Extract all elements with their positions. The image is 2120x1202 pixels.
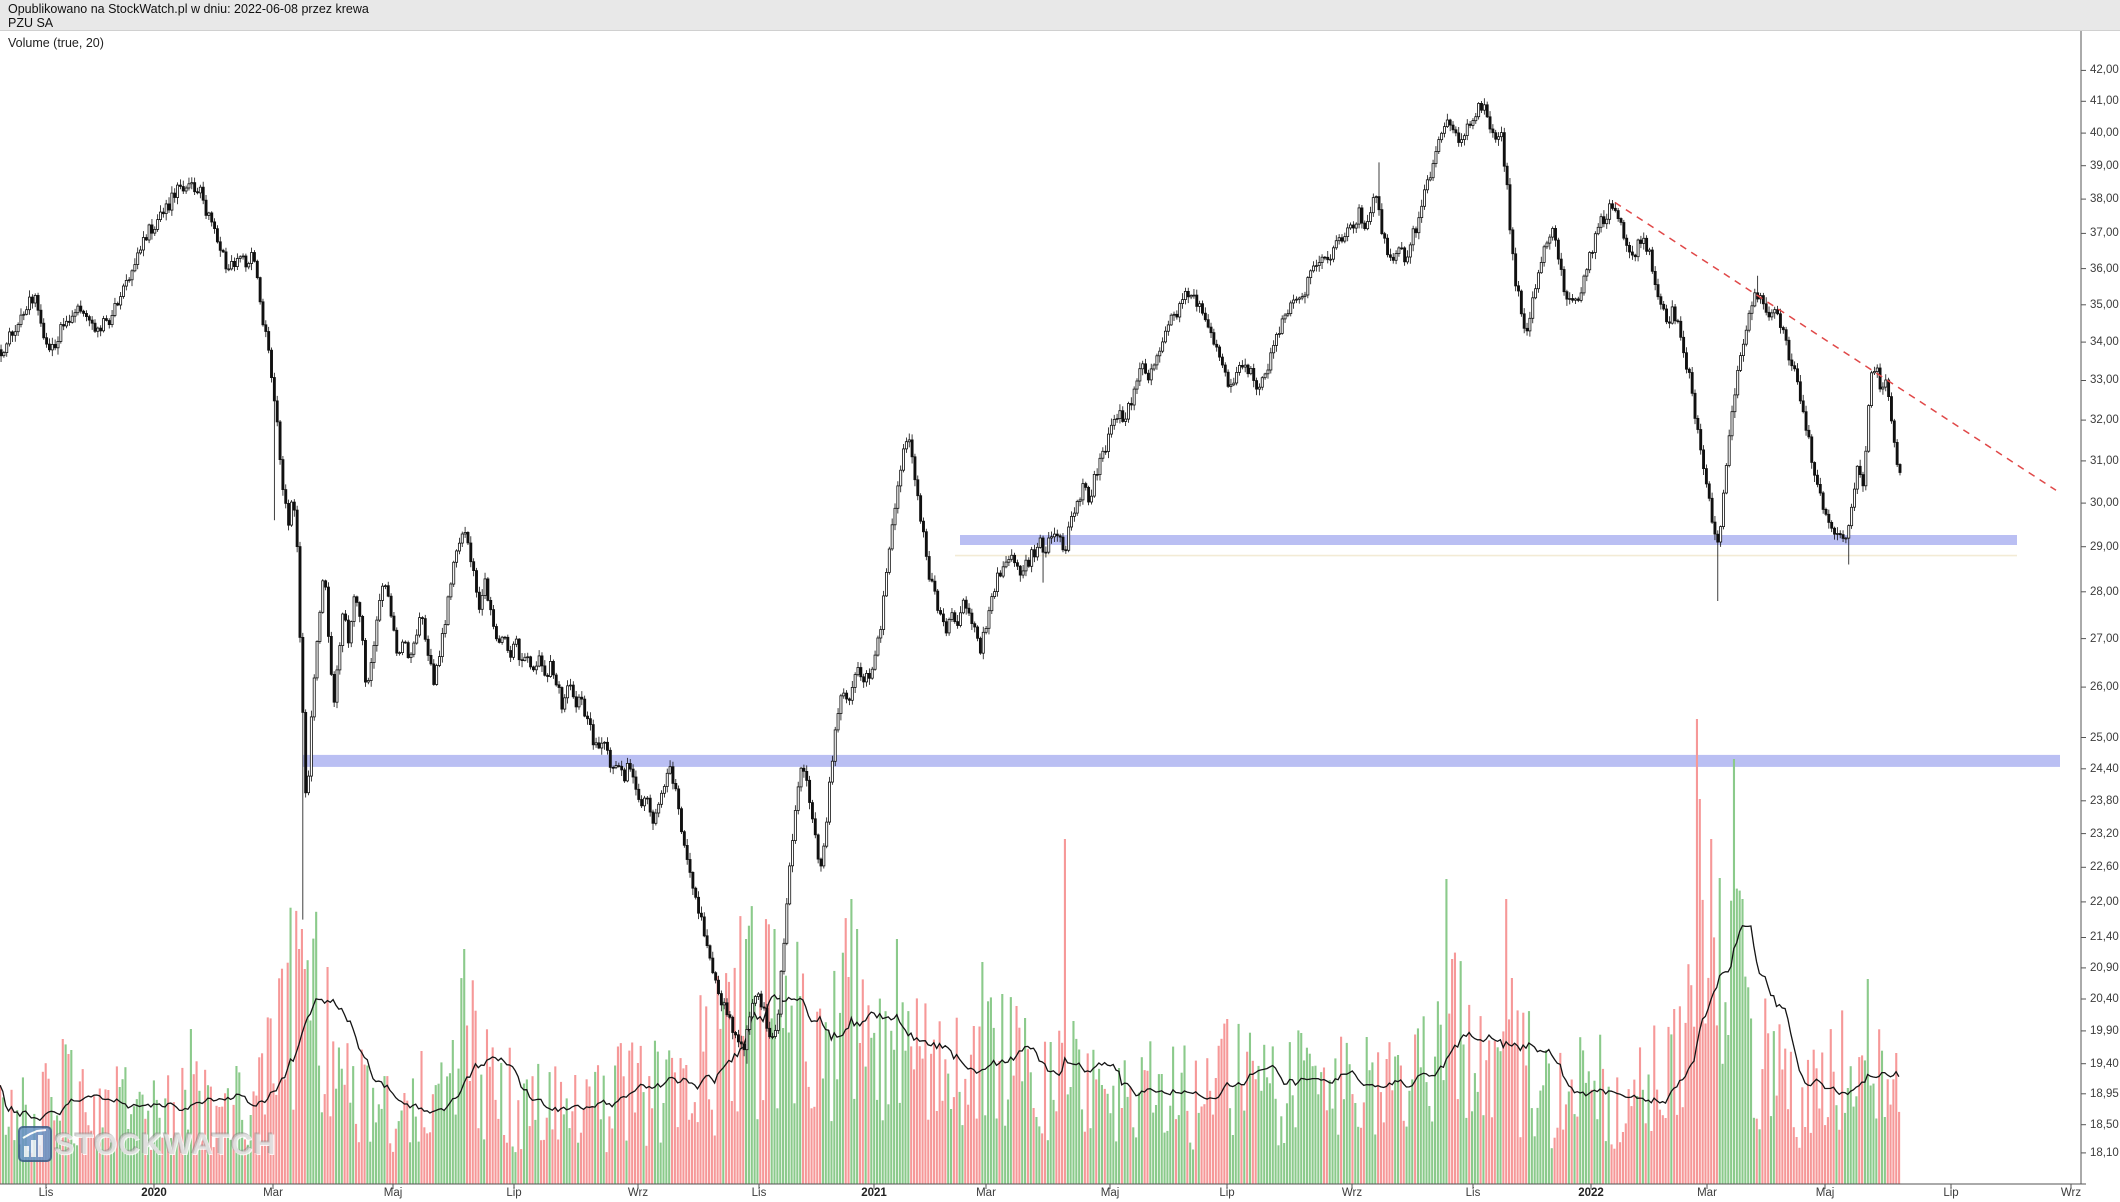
instrument-name: PZU SA (8, 16, 54, 30)
candle-bodies (0, 103, 1902, 1051)
support-band (960, 535, 2017, 545)
stockwatch-watermark: STOCKWATCH (54, 1128, 277, 1161)
axis-ticks (45, 69, 2086, 1189)
stockwatch-logo-icon (18, 1126, 52, 1162)
support-band (303, 754, 2060, 767)
volume-ma-line (0, 924, 1900, 1122)
candle-wicks (0, 98, 1901, 1064)
volume-bars (0, 719, 1901, 1184)
downtrend-line (1614, 201, 2057, 491)
published-info: Opublikowano na StockWatch.pl w dniu: 20… (8, 2, 369, 16)
indicator-label: Volume (true, 20) (8, 36, 104, 50)
published-header: Opublikowano na StockWatch.pl w dniu: 20… (0, 0, 2120, 31)
